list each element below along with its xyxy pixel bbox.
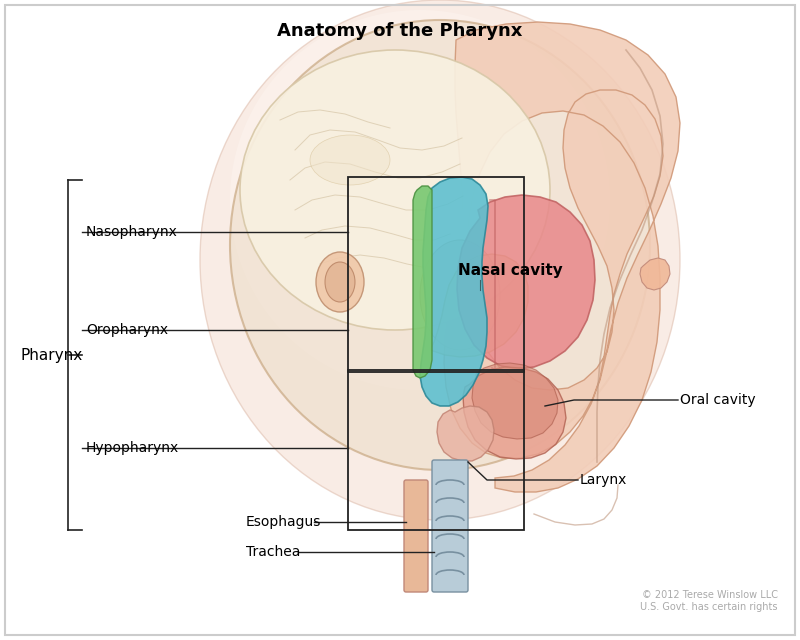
Ellipse shape xyxy=(230,20,650,470)
Text: © 2012 Terese Winslow LLC
U.S. Govt. has certain rights: © 2012 Terese Winslow LLC U.S. Govt. has… xyxy=(641,590,778,612)
Polygon shape xyxy=(430,254,528,357)
Text: Nasopharynx: Nasopharynx xyxy=(86,225,178,239)
Text: Larynx: Larynx xyxy=(580,473,627,487)
Ellipse shape xyxy=(325,262,355,302)
Bar xyxy=(348,370,524,530)
FancyBboxPatch shape xyxy=(404,480,428,592)
Polygon shape xyxy=(640,258,670,290)
Ellipse shape xyxy=(200,0,680,520)
Polygon shape xyxy=(457,195,595,369)
Ellipse shape xyxy=(240,50,550,330)
Polygon shape xyxy=(463,367,566,459)
Polygon shape xyxy=(437,406,494,461)
Polygon shape xyxy=(420,177,488,406)
Text: Hypopharynx: Hypopharynx xyxy=(86,441,179,455)
Ellipse shape xyxy=(420,240,500,350)
Text: Oral cavity: Oral cavity xyxy=(680,393,756,407)
Polygon shape xyxy=(444,22,680,492)
Text: Oropharynx: Oropharynx xyxy=(86,323,168,337)
Text: Nasal cavity: Nasal cavity xyxy=(458,262,562,278)
Polygon shape xyxy=(472,363,558,439)
Polygon shape xyxy=(413,186,432,378)
Text: Trachea: Trachea xyxy=(246,545,300,559)
Bar xyxy=(348,177,524,372)
Ellipse shape xyxy=(310,135,390,185)
Ellipse shape xyxy=(230,10,610,390)
Text: Pharynx: Pharynx xyxy=(20,348,82,362)
FancyBboxPatch shape xyxy=(432,460,468,592)
Ellipse shape xyxy=(316,252,364,312)
Text: Esophagus: Esophagus xyxy=(246,515,322,529)
Text: Anatomy of the Pharynx: Anatomy of the Pharynx xyxy=(278,22,522,40)
